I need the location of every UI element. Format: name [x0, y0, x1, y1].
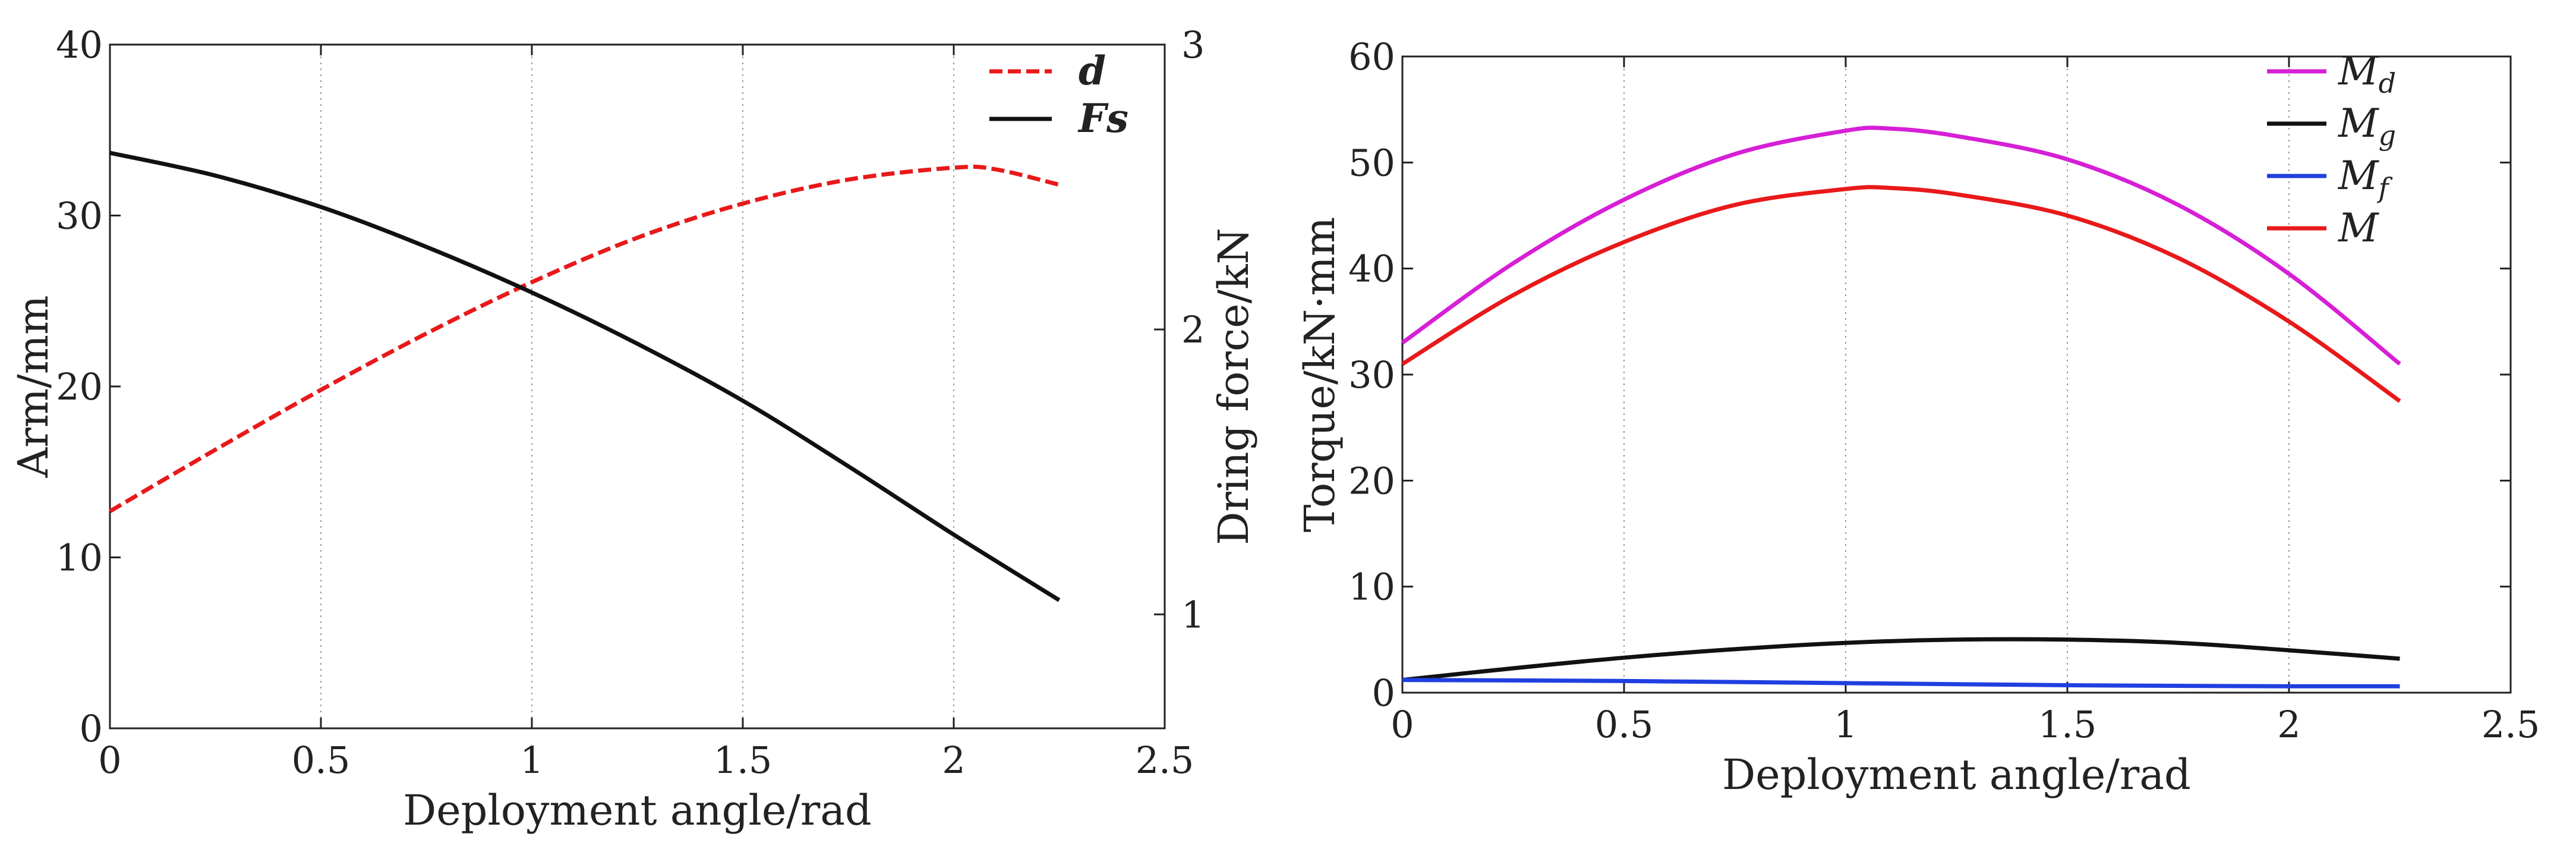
legend-subscript-1: g [2379, 120, 2396, 152]
left-chart: 0 0.5 1 1.5 2 2.5 0 10 20 30 40 1 2 3 Deployment angle… [9, 23, 1258, 835]
series-line-0 [1401, 125, 2401, 366]
series-line-1 [109, 150, 1061, 602]
y-tick-label-4: 40 [56, 23, 103, 67]
legend-label-0: d [1079, 48, 1106, 94]
legend: dFs [989, 48, 1128, 142]
y-tick-label-1: 10 [1348, 565, 1395, 609]
series-line-3 [1401, 185, 2401, 403]
y-tick-label-2: 20 [1348, 459, 1395, 502]
x-tick-label-4: 2 [942, 738, 965, 782]
x-tick-label-1: 0.5 [292, 738, 351, 782]
y-axis-label: Torque/kN·mm [1295, 217, 1344, 532]
y-tick-label-0: 0 [80, 707, 103, 750]
y2-tick-label-0: 1 [1181, 593, 1205, 636]
series-line-1 [1402, 637, 2400, 683]
y-tick-label-3: 30 [56, 194, 103, 238]
x-tick-label-5: 2.5 [2482, 703, 2540, 746]
y-tick-label-1: 10 [56, 536, 103, 580]
x-tick-label-2: 1 [520, 738, 543, 782]
plot-frame [1401, 55, 2512, 694]
x-tick-label-0: 0 [1391, 703, 1414, 746]
y-tick-label-3: 30 [1348, 353, 1395, 397]
x-tick-label-2: 1 [1834, 703, 1857, 746]
legend-label-3: M [2338, 205, 2379, 251]
x-tick-label-3: 1.5 [714, 738, 773, 782]
x-tick-label-1: 0.5 [1595, 703, 1654, 746]
y-tick-label-6: 60 [1348, 35, 1395, 78]
x-axis-label: Deployment angle/rad [403, 786, 872, 835]
legend-subscript-2: f [2377, 172, 2393, 204]
x-tick-label-3: 1.5 [2038, 703, 2097, 746]
plot-frame [109, 43, 1166, 730]
legend-label-2: Mf [2338, 153, 2393, 204]
y-axis-label: Arm/mm [9, 295, 58, 479]
y-tick-label-2: 20 [56, 365, 103, 408]
y2-tick-label-2: 3 [1181, 23, 1205, 67]
y-tick-label-5: 50 [1348, 141, 1395, 184]
legend-label-1: Mg [2338, 100, 2396, 152]
series-line-2 [1402, 678, 2400, 688]
x-tick-label-5: 2.5 [1136, 738, 1194, 782]
y2-axis-label: Dring force/kN [1209, 228, 1258, 545]
legend-subscript-0: d [2379, 67, 2396, 99]
x-tick-label-4: 2 [2277, 703, 2300, 746]
y2-tick-label-1: 2 [1181, 308, 1205, 351]
legend-label-1: Fs [1077, 95, 1128, 142]
y-tick-label-0: 0 [1372, 671, 1395, 715]
y-tick-label-4: 40 [1348, 247, 1395, 291]
x-tick-label-0: 0 [98, 738, 121, 782]
series-line-0 [109, 164, 1060, 513]
right-chart: 0 0.5 1 1.5 2 2.5 0 10 20 30 40 50 60 Deployment angl… [1295, 35, 2540, 799]
x-axis-label: Deployment angle/rad [1722, 750, 2191, 799]
